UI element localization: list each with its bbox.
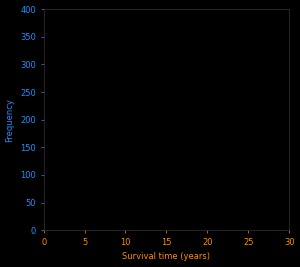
Bar	[125, 225, 134, 230]
Y-axis label: Frequency: Frequency	[6, 98, 15, 142]
Bar	[134, 226, 142, 230]
X-axis label: Survival time (years): Survival time (years)	[122, 252, 210, 261]
Bar	[44, 9, 52, 230]
Bar	[109, 222, 117, 230]
Bar	[175, 229, 183, 230]
Bar	[68, 186, 76, 230]
Bar	[183, 229, 191, 230]
Bar	[85, 209, 93, 230]
Bar	[76, 200, 85, 230]
Bar	[93, 215, 101, 230]
Bar	[52, 131, 60, 230]
Bar	[101, 219, 109, 230]
Bar	[150, 228, 158, 230]
Bar	[191, 229, 199, 230]
Bar	[158, 229, 166, 230]
Bar	[167, 229, 175, 230]
Bar	[142, 227, 150, 230]
Bar	[117, 224, 125, 230]
Bar	[60, 164, 68, 230]
